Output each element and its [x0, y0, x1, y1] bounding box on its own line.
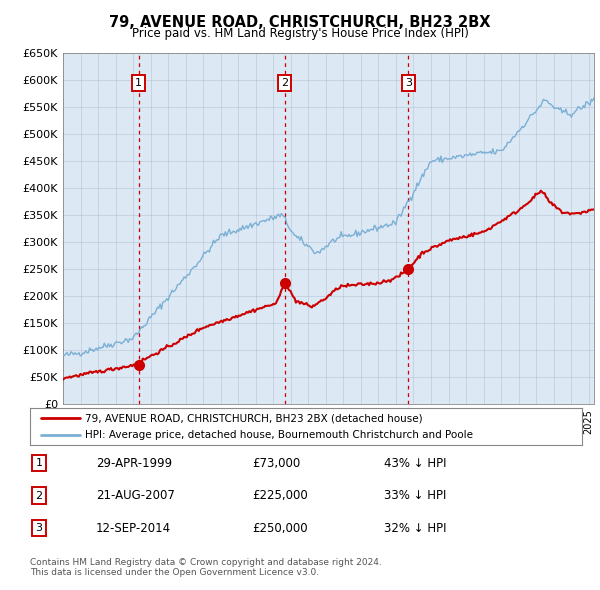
Text: £225,000: £225,000 — [252, 489, 308, 502]
Text: Price paid vs. HM Land Registry's House Price Index (HPI): Price paid vs. HM Land Registry's House … — [131, 27, 469, 40]
Text: 1: 1 — [135, 78, 142, 88]
Text: 43% ↓ HPI: 43% ↓ HPI — [384, 457, 446, 470]
Text: 2: 2 — [281, 78, 288, 88]
Text: 32% ↓ HPI: 32% ↓ HPI — [384, 522, 446, 535]
Text: 2: 2 — [35, 491, 43, 500]
Text: 33% ↓ HPI: 33% ↓ HPI — [384, 489, 446, 502]
Text: 79, AVENUE ROAD, CHRISTCHURCH, BH23 2BX (detached house): 79, AVENUE ROAD, CHRISTCHURCH, BH23 2BX … — [85, 414, 423, 423]
Text: 1: 1 — [35, 458, 43, 468]
Text: Contains HM Land Registry data © Crown copyright and database right 2024.
This d: Contains HM Land Registry data © Crown c… — [30, 558, 382, 577]
Text: £73,000: £73,000 — [252, 457, 300, 470]
Text: 79, AVENUE ROAD, CHRISTCHURCH, BH23 2BX: 79, AVENUE ROAD, CHRISTCHURCH, BH23 2BX — [109, 15, 491, 30]
Text: HPI: Average price, detached house, Bournemouth Christchurch and Poole: HPI: Average price, detached house, Bour… — [85, 431, 473, 440]
Text: 3: 3 — [35, 523, 43, 533]
Text: £250,000: £250,000 — [252, 522, 308, 535]
Text: 3: 3 — [405, 78, 412, 88]
Text: 29-APR-1999: 29-APR-1999 — [96, 457, 172, 470]
Text: 12-SEP-2014: 12-SEP-2014 — [96, 522, 171, 535]
Text: 21-AUG-2007: 21-AUG-2007 — [96, 489, 175, 502]
